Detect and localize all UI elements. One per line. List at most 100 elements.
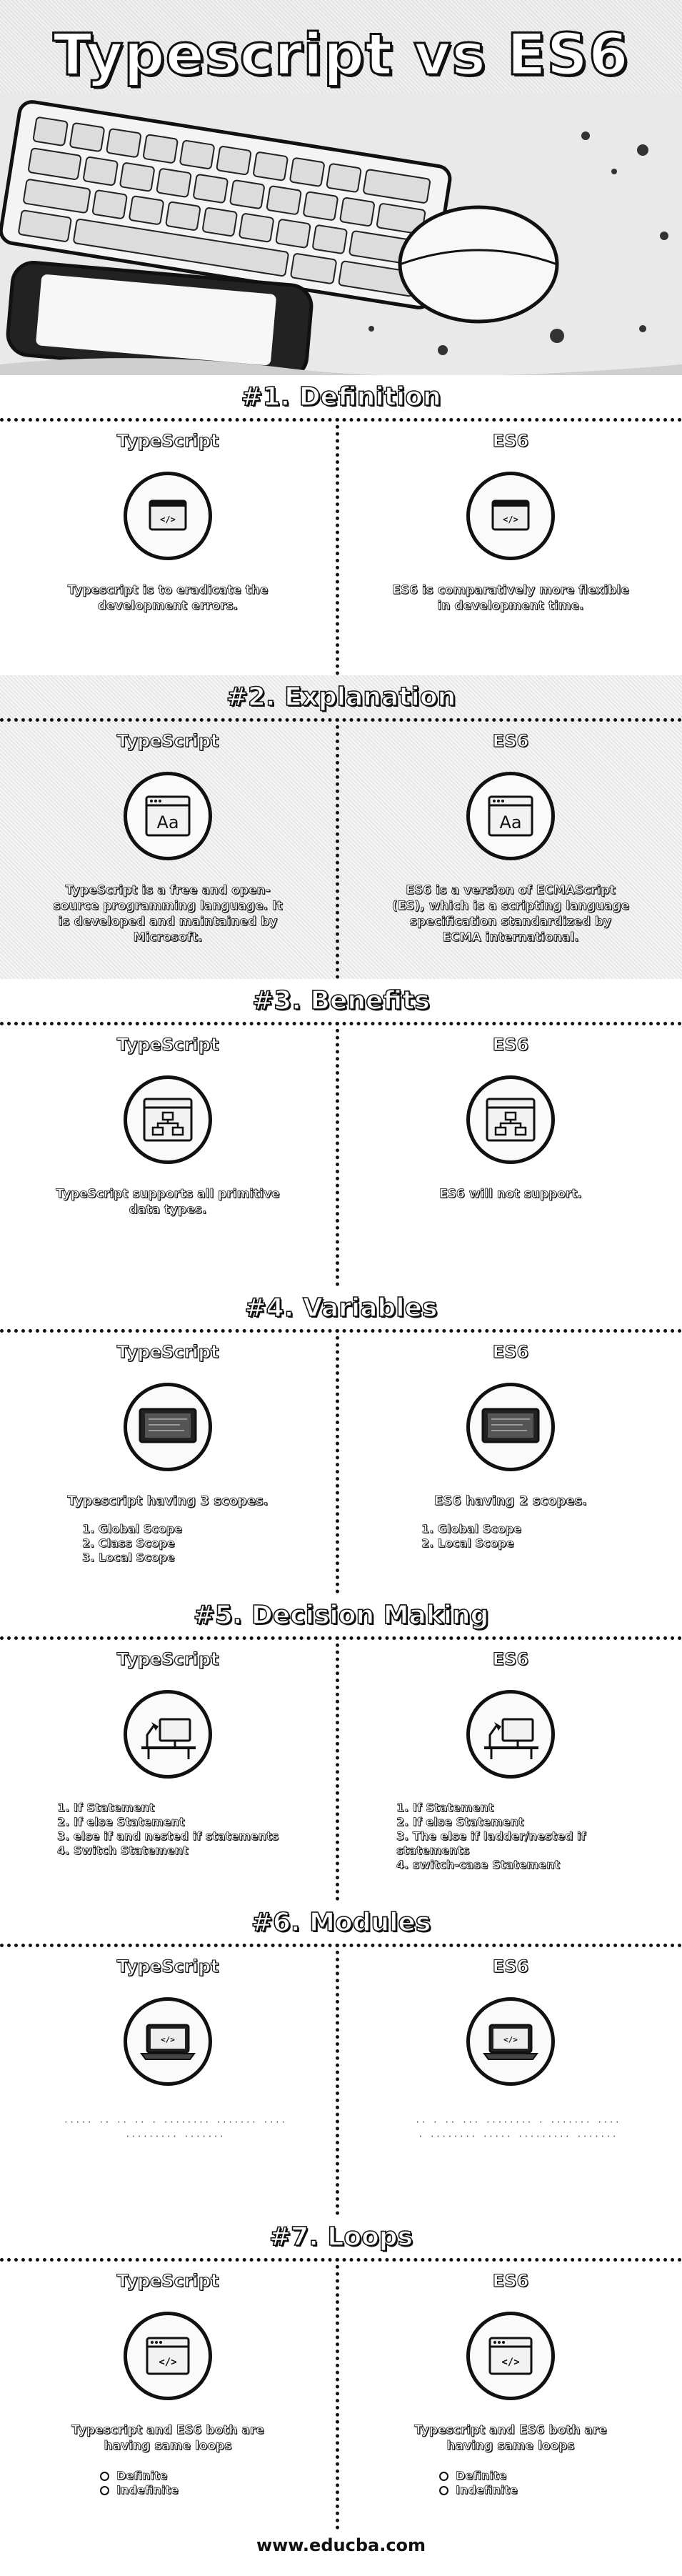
loop-type-list: Definite Indefinite [439,2469,653,2497]
column-heading: ES6 [492,730,529,751]
svg-text:Aa: Aa [156,812,179,832]
section-modules: #6. Modules TypeScript </> ····· ·· ·· ·… [0,1901,682,2215]
list-item: Definite [100,2469,307,2483]
column-heading: ES6 [492,1341,529,1362]
column-heading: ES6 [492,1956,529,1976]
section-benefits: #3. Benefits TypeScript TypeScript suppo… [0,979,682,1286]
typescript-column: TypeScript </> Typescript and ES6 both a… [0,2258,336,2530]
illegible-text: ·· · ·· ··· ········ · ······· ···· · ···… [415,2117,621,2142]
statement-list: 1. If Statement 2. If else Statement 3. … [57,1801,307,1858]
es6-column: ES6 </> ES6 is comparatively more flexib… [339,418,682,675]
es6-column: ES6 Aa ES6 is a version of ECMAScript (E… [339,718,682,979]
column-text: TypeScript supports all primitive data t… [56,1187,280,1218]
column-heading: ES6 [492,1034,529,1055]
column-text: ES6 will not support. [439,1187,583,1202]
column-text: Typescript and ES6 both are having same … [414,2423,607,2454]
typescript-column: TypeScript 1. If Statement 2. If else St… [0,1636,336,1901]
desk-computer-icon [466,1690,555,1779]
column-text: ES6 is comparatively more flexible in de… [392,583,629,614]
list-item: Indefinite [100,2483,307,2497]
desk-computer-icon [124,1690,212,1779]
section-explanation: #2. Explanation TypeScript Aa TypeScript… [0,675,682,979]
column-heading: TypeScript [116,2270,219,2291]
monitor-icon [466,1383,555,1471]
bullet-icon [100,2486,109,2495]
svg-text:</>: </> [161,2035,175,2044]
section-title: #6. Modules [251,1907,431,1938]
list-item: 2. Class Scope [82,1536,175,1551]
svg-text:</>: </> [503,514,518,524]
section-title: #5. Decision Making [193,1600,489,1631]
scope-list: 1. Global Scope 2. Class Scope 3. Local … [82,1522,307,1565]
typescript-column: TypeScript </> ····· ·· ·· ·· · ········… [0,1944,336,2215]
list-item: 2. If else Statement [396,1815,524,1829]
typescript-column: TypeScript Aa TypeScript is a free and o… [0,718,336,979]
list-item: 2. If else Statement [57,1815,185,1829]
section-title: #7. Loops [269,2222,413,2252]
column-heading: TypeScript [116,1956,219,1976]
list-item: 1. Global Scope [82,1522,183,1536]
laptop-code-icon: </> [466,1997,555,2086]
code-window-icon: </> [466,2312,555,2400]
list-item: 1. Global Scope [421,1522,522,1536]
list-item: 4. switch-case Statement [396,1858,561,1872]
svg-text:Aa: Aa [499,812,521,832]
sitemap-window-icon [466,1075,555,1164]
section-title: #3. Benefits [251,985,430,1016]
column-heading: TypeScript [116,1341,219,1362]
page-title: Typescript vs ES6 [52,21,630,89]
column-heading: TypeScript [116,730,219,751]
es6-column: ES6 ES6 will not support. [339,1022,682,1286]
section-decision-making: #5. Decision Making TypeScript 1. If Sta… [0,1593,682,1901]
column-text: ES6 is a version of ECMAScript (ES), whi… [391,883,630,945]
keyboard-and-mouse-image [0,93,682,375]
scope-list: 1. Global Scope 2. Local Scope [421,1522,653,1551]
font-window-icon: Aa [124,772,212,860]
column-lead-text: ES6 having 2 scopes. [433,1493,588,1509]
section-loops: #7. Loops TypeScript </> Typescript and … [0,2215,682,2530]
svg-text:</>: </> [503,2035,518,2044]
svg-text:</>: </> [159,2357,176,2368]
es6-column: ES6 1. If Statement 2. If else Statement… [339,1636,682,1901]
laptop-code-icon: </> [124,1997,212,2086]
font-window-icon: Aa [466,772,555,860]
loop-type-list: Definite Indefinite [100,2469,307,2497]
svg-text:</>: </> [160,514,176,524]
typescript-column: TypeScript TypeScript supports all primi… [0,1022,336,1286]
column-heading: ES6 [492,2270,529,2291]
list-item: 2. Local Scope [421,1536,514,1551]
footer-url[interactable]: www.educba.com [256,2535,426,2555]
header-banner: Typescript vs ES6 [0,0,682,375]
bullet-icon [100,2472,109,2481]
column-heading: TypeScript [116,1648,219,1669]
section-title: #2. Explanation [226,682,456,712]
svg-text:</>: </> [501,2357,519,2368]
column-text: TypeScript is a free and open-source pro… [53,883,283,945]
column-heading: ES6 [492,1648,529,1669]
column-heading: TypeScript [116,1034,219,1055]
code-file-icon: </> [466,472,555,560]
column-text: Typescript and ES6 both are having same … [71,2423,264,2454]
list-item: 3. else if and nested if statements [57,1829,279,1844]
es6-column: ES6 ES6 having 2 scopes. 1. Global Scope… [339,1329,682,1593]
bullet-icon [439,2486,448,2495]
sitemap-window-icon [124,1075,212,1164]
es6-column: ES6 </> ·· · ·· ··· ········ · ······· ·… [339,1944,682,2215]
statement-list: 1. If Statement 2. If else Statement 3. … [396,1801,653,1872]
typescript-column: TypeScript Typescript having 3 scopes. 1… [0,1329,336,1593]
column-heading: TypeScript [116,430,219,451]
column-heading: ES6 [492,430,529,451]
section-title: #4. Variables [244,1293,438,1323]
column-lead-text: Typescript having 3 scopes. [67,1493,269,1509]
bullet-icon [439,2472,448,2481]
typescript-column: TypeScript </> Typescript is to eradicat… [0,418,336,675]
list-item: 3. Local Scope [82,1551,175,1565]
list-item: 1. If Statement [396,1801,494,1815]
section-title: #1. Definition [241,382,442,412]
section-variables: #4. Variables TypeScript Typescript havi… [0,1286,682,1593]
list-item: 4. Switch Statement [57,1844,189,1858]
code-file-icon: </> [124,472,212,560]
monitor-icon [124,1383,212,1471]
es6-column: ES6 </> Typescript and ES6 both are havi… [339,2258,682,2530]
